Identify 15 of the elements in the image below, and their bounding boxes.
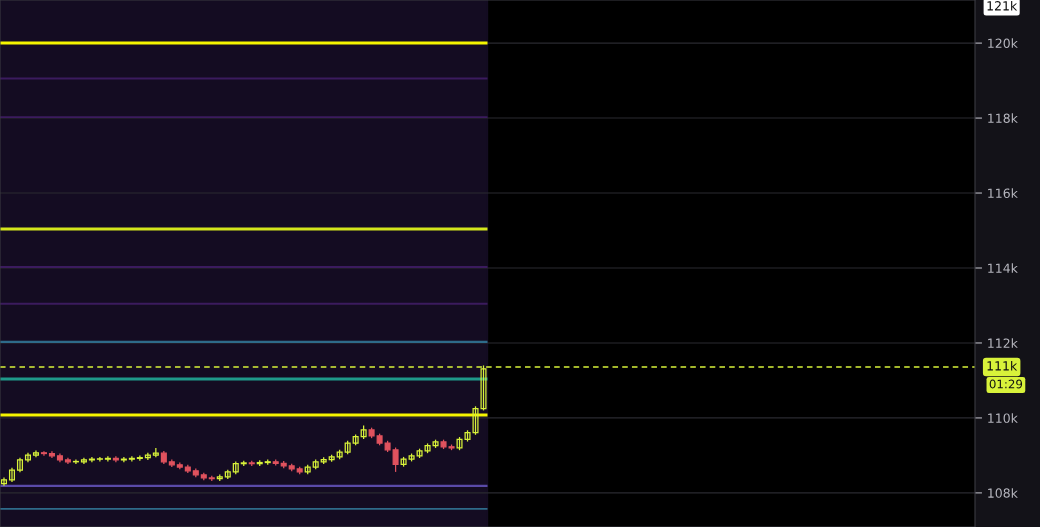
y-tick-label: 118k <box>988 113 1018 123</box>
ref-line-label: 111k <box>987 360 1018 371</box>
candlestick <box>40 450 47 457</box>
candlestick <box>392 446 399 473</box>
y-tick-label: 112k <box>988 338 1018 348</box>
candlestick <box>8 467 16 483</box>
y-tick-label: 110k <box>988 413 1018 423</box>
candlestick <box>48 450 55 459</box>
text: 121k <box>987 0 1018 11</box>
y-tick-label: 116k <box>988 188 1018 198</box>
y-tick-label: 114k <box>988 263 1018 273</box>
y-tick-label: 120k <box>988 38 1018 49</box>
text: 01:29 <box>989 379 1023 389</box>
y-tick-label: 108k <box>988 488 1018 498</box>
candlestick <box>16 457 24 473</box>
